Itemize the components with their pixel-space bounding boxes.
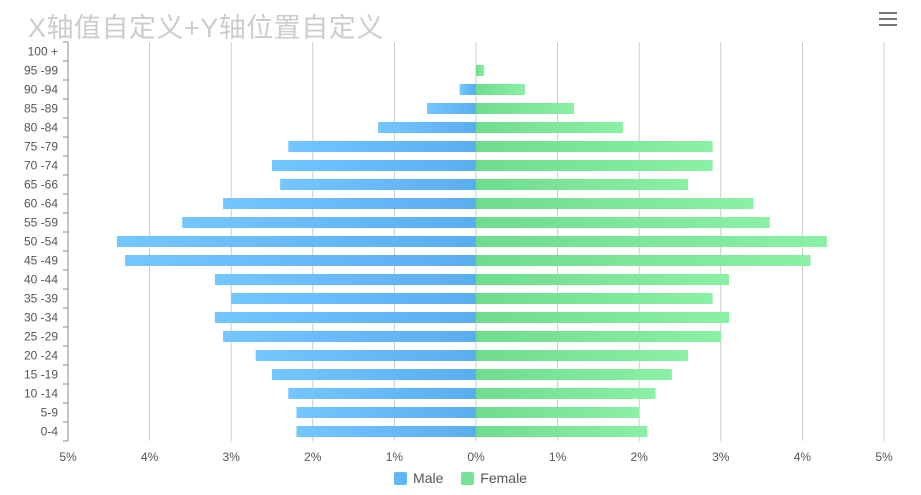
bar-male (214, 312, 476, 323)
bar-male (427, 103, 476, 114)
x-tick-label: 4% (794, 450, 812, 464)
bar-female (476, 160, 713, 171)
y-tick-label: 95 -99 (24, 64, 58, 78)
bar-female (476, 141, 713, 152)
x-tick-label: 5% (59, 450, 77, 464)
bar-male (214, 274, 476, 285)
menu-line (879, 24, 897, 26)
y-tick-label: 20 -24 (24, 349, 58, 363)
y-tick-label: 40 -44 (24, 273, 58, 287)
bar-female (476, 274, 729, 285)
x-tick-label: 1% (549, 450, 567, 464)
bar-female (476, 84, 525, 95)
bar-male (272, 160, 476, 171)
y-tick-label: 30 -34 (24, 311, 58, 325)
y-tick-label: 15 -19 (24, 368, 58, 382)
y-tick-label: 25 -29 (24, 330, 58, 344)
bar-male (296, 426, 476, 437)
bar-female (476, 293, 713, 304)
x-tick-label: 0% (467, 450, 485, 464)
legend-swatch-female (461, 472, 475, 485)
bar-male (272, 369, 476, 380)
bar-female (476, 103, 574, 114)
bar-male (288, 388, 476, 399)
bar-female (476, 388, 656, 399)
bar-male (223, 198, 476, 209)
bar-female (476, 426, 648, 437)
x-tick-label: 2% (631, 450, 649, 464)
y-tick-label: 45 -49 (24, 254, 58, 268)
bar-male (116, 236, 477, 247)
x-tick-label: 3% (712, 450, 730, 464)
legend-label-male: Male (413, 470, 444, 486)
y-tick-label: 35 -39 (24, 292, 58, 306)
bar-male (125, 255, 477, 266)
hamburger-menu-icon[interactable] (879, 12, 897, 26)
bar-male (280, 179, 476, 190)
x-tick-label: 2% (304, 450, 322, 464)
bar-male (296, 407, 476, 418)
y-tick-label: 90 -94 (24, 83, 58, 97)
y-tick-label: 65 -66 (24, 178, 58, 192)
y-tick-label: 55 -59 (24, 216, 58, 230)
bar-female (476, 369, 672, 380)
y-tick-label: 0-4 (41, 425, 59, 439)
legend-label-female: Female (480, 470, 527, 486)
y-tick-label: 50 -54 (24, 235, 58, 249)
y-tick-label: 100 + (28, 45, 58, 59)
x-tick-label: 3% (223, 450, 241, 464)
y-tick-label: 5-9 (41, 406, 59, 420)
legend-swatch-male (394, 472, 408, 485)
bar-male (288, 141, 476, 152)
bar-female (476, 236, 827, 247)
bar-female (476, 407, 640, 418)
x-tick-label: 1% (386, 450, 404, 464)
bar-female (476, 217, 770, 228)
x-tick-label: 5% (875, 450, 893, 464)
bar-male (182, 217, 477, 228)
bar-male (459, 84, 476, 95)
bar-female (476, 179, 689, 190)
menu-line (879, 12, 897, 14)
bar-female (476, 350, 689, 361)
y-tick-label: 75 -79 (24, 140, 58, 154)
bar-female (476, 65, 485, 76)
chart-title: X轴值自定义+Y轴位置自定义 (28, 13, 384, 43)
y-tick-label: 80 -84 (24, 121, 58, 135)
bar-male (223, 331, 476, 342)
y-tick-label: 10 -14 (24, 387, 58, 401)
bar-female (476, 122, 623, 133)
y-tick-label: 70 -74 (24, 159, 58, 173)
bar-male (255, 350, 476, 361)
bar-female (476, 198, 754, 209)
bar-female (476, 312, 729, 323)
y-tick-label: 60 -64 (24, 197, 58, 211)
menu-line (879, 18, 897, 20)
legend-item-male[interactable]: Male (394, 470, 443, 486)
bar-male (231, 293, 476, 304)
y-tick-label: 85 -89 (24, 102, 58, 116)
bar-female (476, 331, 721, 342)
bar-female (476, 255, 811, 266)
x-tick-label: 4% (141, 450, 159, 464)
bar-male (378, 122, 476, 133)
legend: Male Female (0, 470, 921, 486)
legend-item-female[interactable]: Female (461, 470, 527, 486)
